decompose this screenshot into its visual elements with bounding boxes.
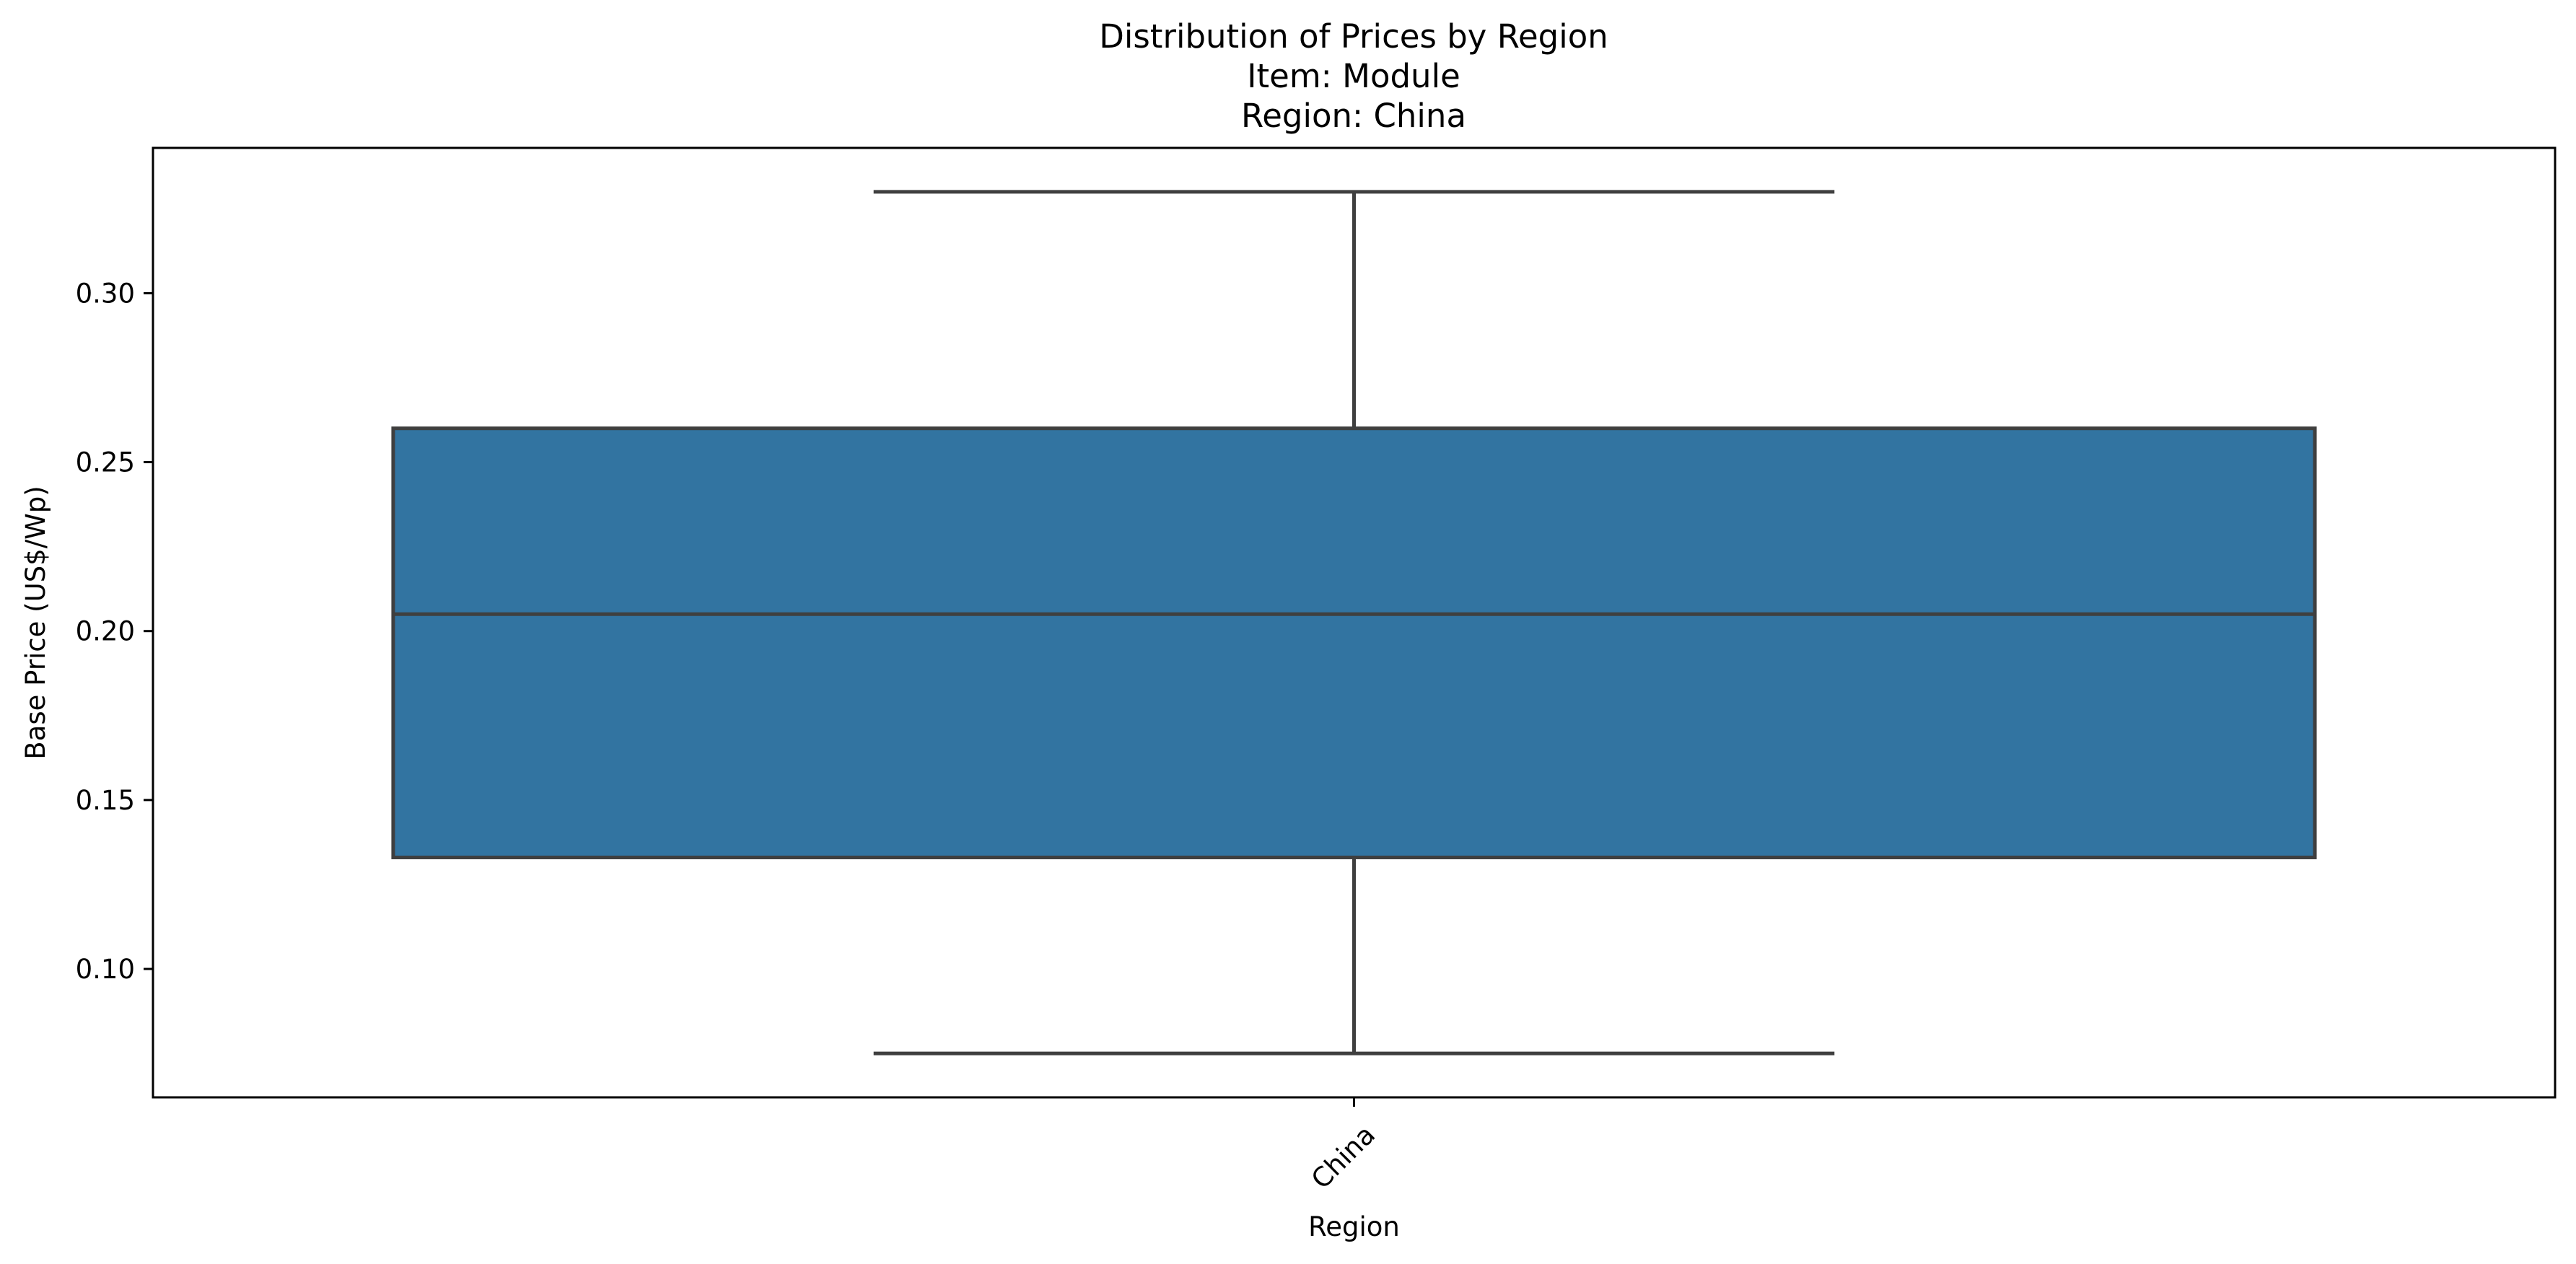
y-tick-label: 0.15	[76, 785, 135, 816]
y-axis-label: Base Price (US$/Wp)	[20, 486, 51, 759]
x-axis-label: Region	[1308, 1211, 1400, 1242]
y-tick-label: 0.10	[76, 954, 135, 985]
chart-title-line-3: Region: China	[1241, 97, 1466, 135]
plot-area	[391, 190, 2317, 1055]
y-tick-label: 0.25	[76, 447, 135, 478]
y-axis: 0.10 0.15 0.20 0.25 0.30	[76, 278, 153, 985]
y-tick-label: 0.20	[76, 616, 135, 647]
box-iqr	[391, 426, 2317, 859]
y-tick-label: 0.30	[76, 278, 135, 309]
chart-title-line-1: Distribution of Prices by Region	[1099, 17, 1608, 56]
chart-title-line-2: Item: Module	[1247, 57, 1460, 95]
